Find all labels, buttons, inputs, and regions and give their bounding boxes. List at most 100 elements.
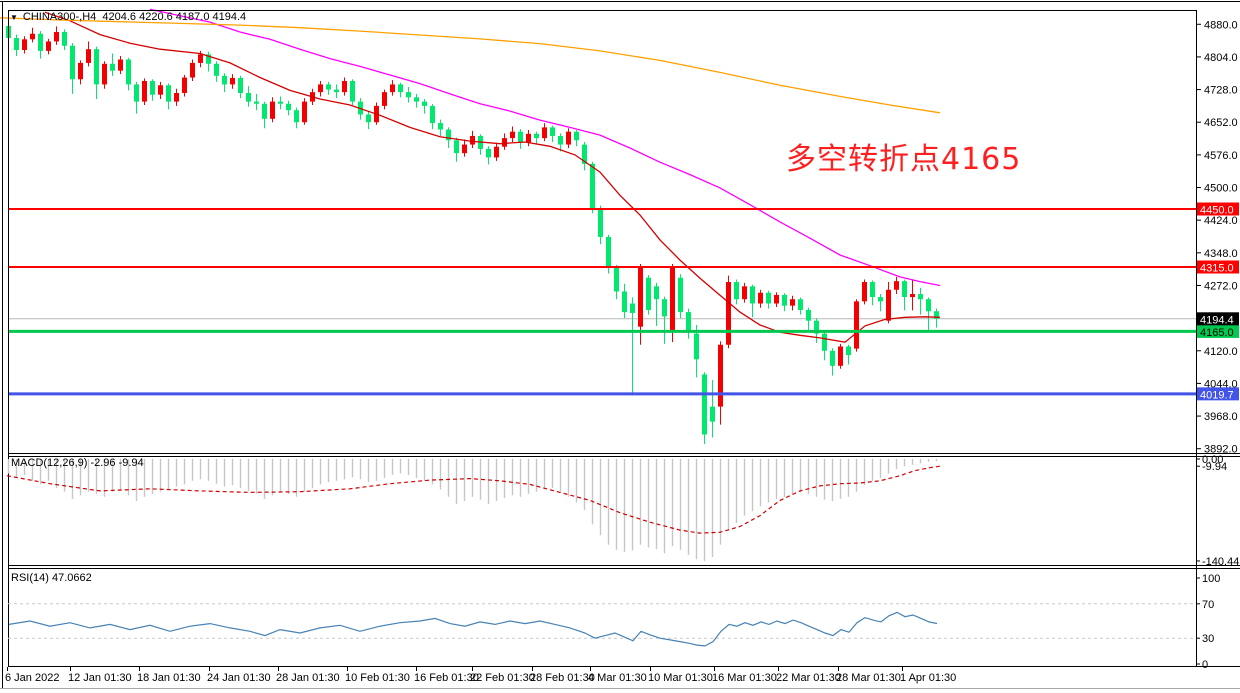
candle-body: [286, 103, 291, 111]
price-tick-label: 4576.0: [1204, 150, 1238, 162]
price-badge-label: 4450.0: [1200, 205, 1234, 217]
candle-body: [334, 89, 339, 93]
candle-body: [214, 63, 219, 76]
candle-body: [438, 123, 443, 130]
macd-axis-label: -9.94: [1202, 461, 1227, 473]
candle-body: [494, 146, 499, 158]
candle-body: [574, 131, 579, 141]
candle-body: [782, 294, 787, 306]
candle-body: [486, 148, 491, 158]
price-tick-label: 4424.0: [1204, 215, 1238, 227]
time-axis-label: 10 Mar 01:30: [648, 672, 713, 684]
price-badge-label: 4315.0: [1200, 262, 1234, 274]
candle-body: [790, 299, 795, 306]
candle-body: [30, 33, 35, 40]
price-tick-label: 3968.0: [1204, 411, 1238, 423]
candle-body: [278, 101, 283, 104]
candle-body: [414, 97, 419, 102]
chart-ohlc-values: 4204.6 4220.6 4187.0 4194.4: [102, 11, 247, 23]
candle-body: [454, 140, 459, 154]
rsi-axis-label: 0: [1202, 659, 1208, 671]
rsi-axis-label: 70: [1202, 599, 1214, 611]
candle-body: [254, 101, 259, 104]
ma-mid-magenta: [149, 8, 941, 287]
candle-body: [102, 63, 107, 85]
candle-body: [430, 105, 435, 124]
candle-body: [814, 320, 819, 334]
candle-body: [550, 127, 555, 136]
candle-body: [182, 77, 187, 94]
candle-body: [126, 59, 131, 85]
time-axis-label: 24 Jan 01:30: [207, 672, 271, 684]
price-badge-label: 4194.4: [1200, 314, 1234, 326]
ma-fast-red: [44, 11, 941, 343]
chart-symbol-period: CHINA300-,H4: [22, 11, 97, 23]
candle-body: [822, 333, 827, 351]
candle-body: [446, 129, 451, 141]
macd-axis-label: -140.44: [1202, 556, 1239, 568]
candle-body: [718, 344, 723, 407]
candle-body: [70, 45, 75, 80]
candle-body: [750, 286, 755, 304]
candle-body: [638, 267, 643, 327]
candle-body: [470, 135, 475, 145]
price-badge-label: 4165.0: [1200, 327, 1234, 339]
candle-body: [678, 277, 683, 313]
candle-body: [238, 77, 243, 94]
price-tick-label: 4120.0: [1204, 346, 1238, 358]
candle-body: [654, 286, 659, 300]
time-axis-label: 12 Jan 01:30: [68, 672, 132, 684]
candle-body: [222, 75, 227, 85]
candle-body: [350, 80, 355, 102]
candle-body: [910, 294, 915, 298]
candle-body: [878, 297, 883, 302]
candle-body: [174, 93, 179, 102]
candle-body: [582, 144, 587, 164]
candle-body: [622, 291, 627, 313]
macd-axis-label: 0.00: [1202, 454, 1223, 466]
rsi-line: [8, 611, 938, 647]
candle-body: [926, 299, 931, 312]
price-badge: [1197, 387, 1239, 401]
candle-body: [398, 84, 403, 93]
candle-body: [510, 131, 515, 139]
chart-dropdown-icon[interactable]: ▼: [10, 13, 18, 22]
candle-body: [198, 54, 203, 63]
candle-body: [766, 292, 771, 304]
candle-body: [646, 277, 651, 310]
candle-body: [118, 59, 123, 71]
price-badge: [1197, 260, 1239, 274]
macd-signal-line: [6, 465, 941, 534]
price-badge: [1197, 202, 1239, 216]
time-axis-label: 28 Mar 01:30: [836, 672, 901, 684]
candle-body: [526, 133, 531, 143]
candle-body: [78, 62, 83, 80]
text-annotation-turning-point[interactable]: 多空转折点4165: [786, 142, 1022, 177]
time-axis-label: 18 Jan 01:30: [137, 672, 201, 684]
price-tick-label: 4880.0: [1204, 19, 1238, 31]
candle-body: [870, 282, 875, 298]
candle-body: [206, 54, 211, 64]
candle-body: [630, 303, 635, 313]
candle-body: [22, 39, 27, 51]
candle-body: [390, 84, 395, 93]
candle-body: [270, 101, 275, 119]
time-axis-label: 22 Feb 01:30: [470, 672, 535, 684]
candle-body: [886, 289, 891, 321]
time-axis-label: 28 Feb 01:30: [530, 672, 595, 684]
price-badge: [1197, 312, 1239, 326]
candle-body: [230, 77, 235, 85]
time-axis-label: 16 Feb 01:30: [414, 672, 479, 684]
candle-body: [94, 49, 99, 85]
candle-body: [462, 144, 467, 154]
time-axis-label: 4 Mar 01:30: [588, 672, 647, 684]
candle-body: [542, 127, 547, 139]
candle-body: [670, 266, 675, 332]
candle-body: [142, 80, 147, 102]
candle-body: [838, 346, 843, 366]
candle-body: [686, 312, 691, 332]
candle-body: [318, 84, 323, 93]
candle-body: [846, 346, 851, 356]
